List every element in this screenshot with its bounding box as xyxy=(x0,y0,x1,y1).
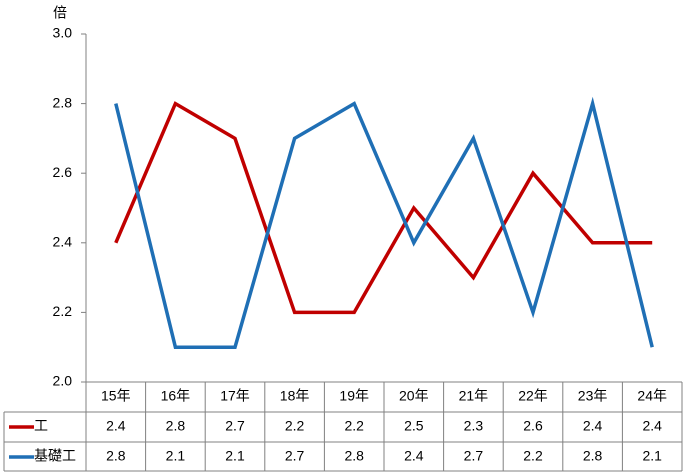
data-label: 2.3 xyxy=(464,418,484,434)
series-line-2 xyxy=(114,96,654,349)
data-label: 2.2 xyxy=(285,418,305,434)
data-label: 2.4 xyxy=(642,418,662,434)
y-tick-label: 3.0 xyxy=(53,25,73,41)
data-label: 2.1 xyxy=(166,448,186,464)
data-label: 2.2 xyxy=(523,448,543,464)
data-label: 2.1 xyxy=(642,448,662,464)
y-axis-unit-label: 倍 xyxy=(53,5,67,21)
data-label: 2.8 xyxy=(583,448,603,464)
x-tick-label: 18年 xyxy=(280,388,310,404)
data-label: 2.8 xyxy=(344,448,364,464)
data-label: 2.2 xyxy=(344,418,364,434)
data-label: 2.8 xyxy=(106,448,126,464)
x-tick-label: 21年 xyxy=(459,388,489,404)
y-tick-label: 2.0 xyxy=(53,373,73,389)
legend-label: 工 xyxy=(34,418,48,434)
x-tick-label: 16年 xyxy=(161,388,191,404)
series-line-1 xyxy=(114,101,653,315)
data-label: 2.4 xyxy=(583,418,603,434)
data-label: 2.8 xyxy=(166,418,186,434)
data-label: 2.4 xyxy=(106,418,126,434)
y-tick-label: 2.2 xyxy=(53,303,73,319)
legend-label: 基礎工 xyxy=(34,448,76,464)
data-label: 2.4 xyxy=(404,448,424,464)
data-label: 2.7 xyxy=(464,448,484,464)
x-tick-label: 24年 xyxy=(637,388,667,404)
x-tick-label: 23年 xyxy=(578,388,608,404)
x-tick-label: 20年 xyxy=(399,388,429,404)
x-tick-label: 17年 xyxy=(220,388,250,404)
y-tick-label: 2.4 xyxy=(53,234,73,250)
y-tick-label: 2.8 xyxy=(53,94,73,110)
data-label: 2.1 xyxy=(225,448,245,464)
series-lines xyxy=(114,96,654,349)
x-tick-label: 15年 xyxy=(101,388,131,404)
y-axis-ticks: 2.0 2.2 2.4 2.6 2.8 3.0 xyxy=(53,25,86,389)
data-label: 2.7 xyxy=(285,448,305,464)
data-label: 2.7 xyxy=(225,418,245,434)
data-label: 2.5 xyxy=(404,418,424,434)
x-tick-label: 19年 xyxy=(339,388,369,404)
y-tick-label: 2.6 xyxy=(53,164,73,180)
data-label: 2.6 xyxy=(523,418,543,434)
x-tick-label: 22年 xyxy=(518,388,548,404)
